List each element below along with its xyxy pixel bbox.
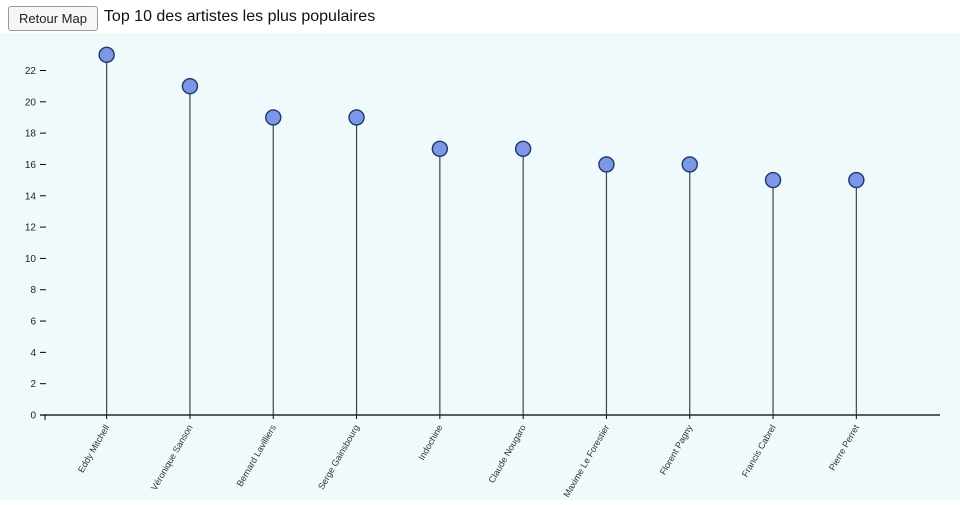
x-category-label: Véronique Sanson (149, 423, 195, 492)
x-category-label: Maxime Le Forestier (562, 423, 612, 499)
data-point[interactable] (98, 46, 115, 64)
data-point[interactable] (431, 140, 449, 157)
y-tick-label: 10 (25, 254, 37, 265)
x-category-label: Claude Nougaro (486, 423, 527, 485)
y-tick-label: 6 (30, 317, 36, 328)
y-tick-label: 20 (25, 97, 37, 108)
x-category-label: Eddy Mitchell (76, 423, 111, 474)
data-point[interactable] (348, 109, 365, 126)
header: Retour Map Top 10 des artistes les plus … (0, 0, 960, 33)
retour-map-button[interactable]: Retour Map (8, 6, 98, 31)
y-tick-label: 8 (30, 285, 36, 296)
lollipop-chart: 0 2 4 6 8 10 12 14 16 18 20 22 Eddy Mitchell Véroniqu… (25, 46, 940, 499)
chart-area: 0 2 4 6 8 10 12 14 16 18 20 22 Eddy Mitchell Véroniqu… (0, 33, 960, 500)
y-tick-label: 16 (25, 160, 37, 171)
data-point[interactable] (598, 156, 615, 173)
x-category-label: Bernard Lavilliers (235, 423, 279, 489)
y-tick-label: 18 (25, 129, 37, 140)
page-title: Top 10 des artistes les plus populaires (103, 7, 376, 25)
x-category-label: Serge Gainsbourg (316, 423, 361, 491)
y-tick-label: 4 (30, 348, 36, 359)
data-point[interactable] (848, 171, 865, 189)
data-point[interactable] (265, 109, 282, 126)
y-tick-label: 0 (30, 411, 36, 422)
y-tick-label: 2 (30, 379, 36, 390)
x-category-label: Francis Cabrel (740, 423, 778, 479)
data-point[interactable] (181, 77, 199, 95)
y-tick-label: 14 (25, 191, 37, 202)
data-point[interactable] (514, 140, 532, 157)
x-category-label: Indochine (416, 423, 444, 462)
x-category-label: Florent Pagny (658, 423, 695, 477)
data-point[interactable] (764, 171, 782, 189)
y-tick-label: 22 (25, 66, 37, 77)
data-point[interactable] (681, 156, 698, 173)
x-category-label: Pierre Perret (827, 423, 861, 473)
y-tick-label: 12 (25, 223, 37, 234)
